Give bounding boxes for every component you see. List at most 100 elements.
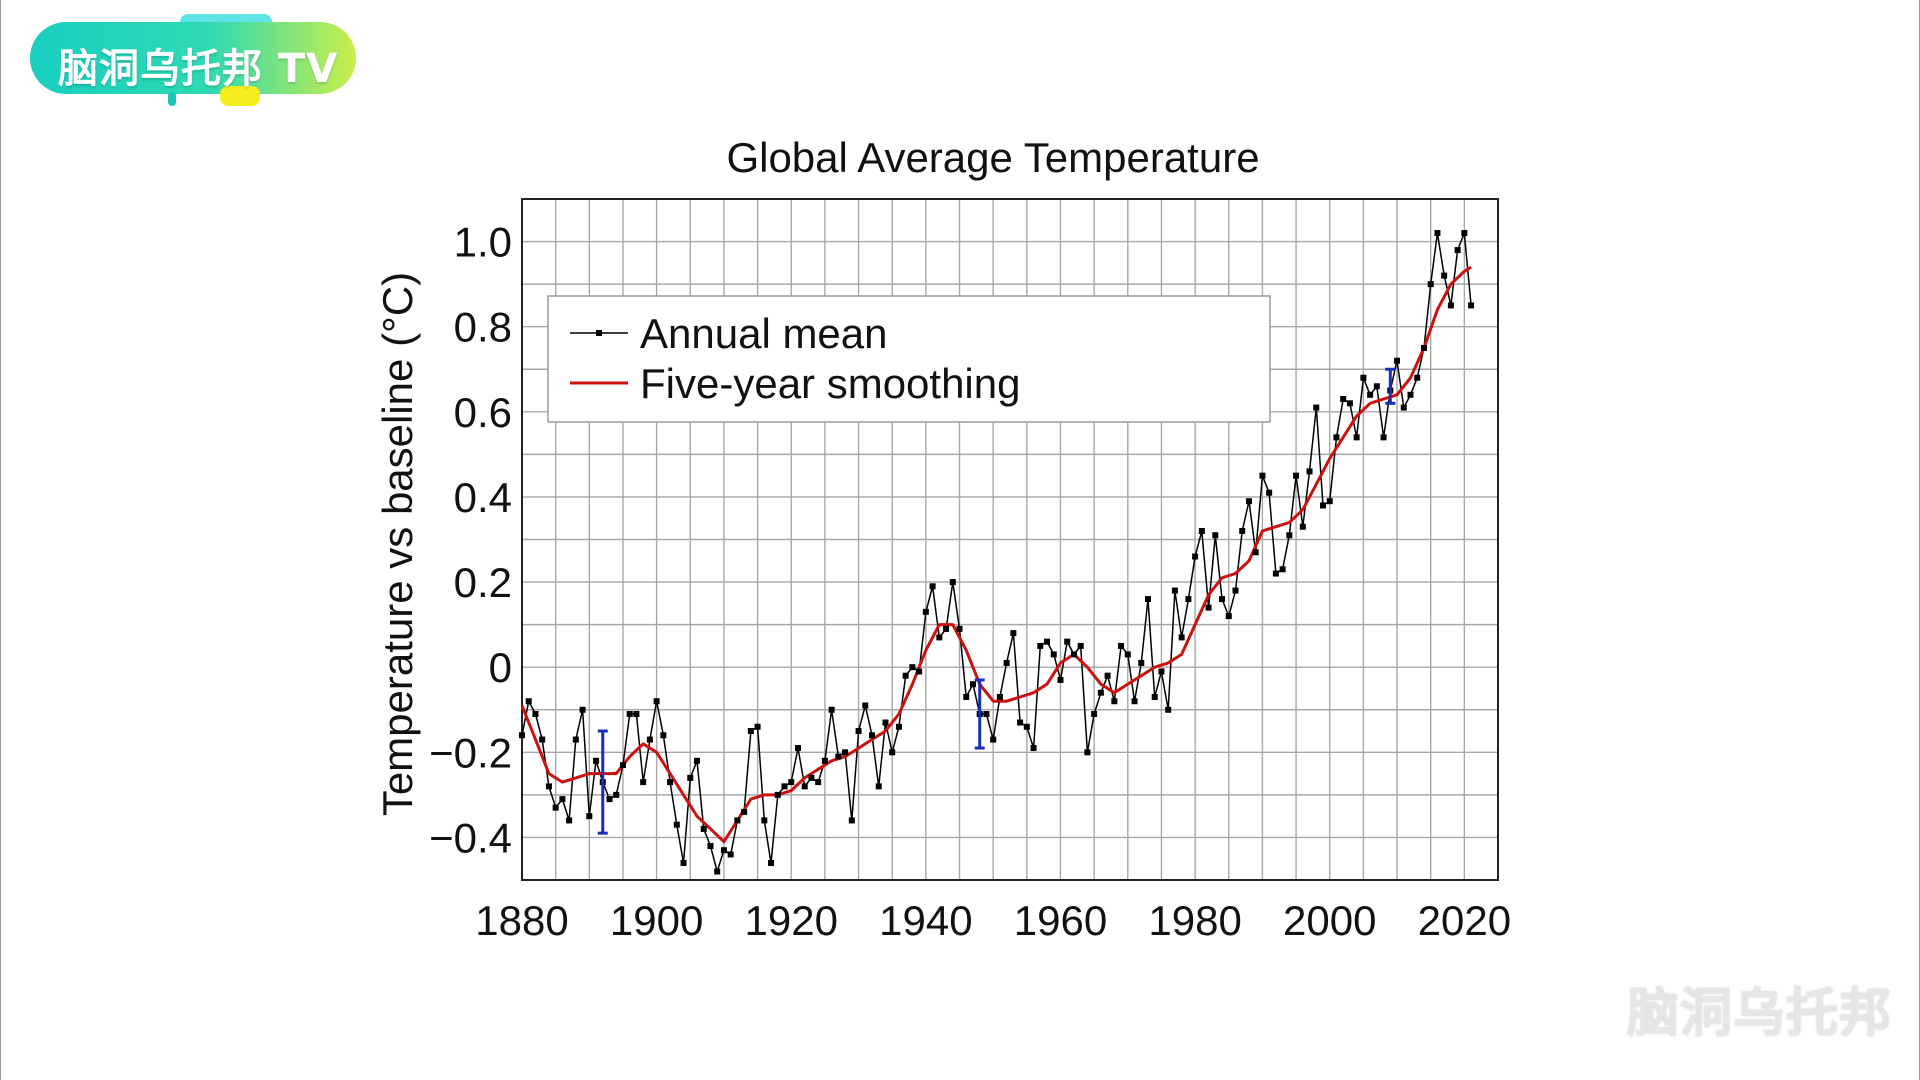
- annual-mean-point: [929, 583, 936, 590]
- x-tick-label: 1960: [1014, 897, 1107, 944]
- error-bar: [1385, 367, 1396, 405]
- annual-mean-point: [882, 719, 889, 726]
- x-tick-label: 1980: [1148, 897, 1241, 944]
- annual-mean-point: [815, 779, 822, 786]
- annual-mean-point: [835, 753, 842, 760]
- annual-mean-point: [694, 757, 701, 764]
- annual-mean-point: [707, 842, 714, 849]
- annual-mean-point: [1353, 434, 1360, 441]
- annual-mean-point: [552, 804, 559, 811]
- annual-mean-point: [808, 774, 815, 781]
- annual-mean-point: [646, 736, 653, 743]
- annual-mean-point: [1064, 638, 1071, 645]
- annual-mean-point: [660, 732, 667, 739]
- annual-mean-point: [640, 779, 647, 786]
- annual-mean-point: [1219, 596, 1226, 603]
- annual-mean-point: [1118, 642, 1125, 649]
- annual-mean-point: [1427, 281, 1434, 288]
- channel-logo: 脑洞乌托邦 TV: [30, 14, 360, 110]
- annual-mean-point: [1259, 472, 1266, 479]
- annual-mean-point: [667, 779, 674, 786]
- annual-mean-point: [922, 608, 929, 615]
- annual-mean-point: [1023, 723, 1030, 730]
- annual-mean-point: [1091, 711, 1098, 718]
- annual-mean-point: [687, 774, 694, 781]
- annual-mean-point: [1070, 651, 1077, 658]
- annual-mean-point: [1050, 651, 1057, 658]
- annual-mean-point: [747, 728, 754, 735]
- annual-mean-point: [821, 757, 828, 764]
- annual-mean-point: [1252, 549, 1259, 556]
- annual-mean-point: [1057, 676, 1064, 683]
- annual-mean-point: [895, 723, 902, 730]
- annual-mean-point: [1178, 634, 1185, 641]
- annual-mean-point: [1010, 630, 1017, 637]
- annual-mean-point: [1266, 489, 1273, 496]
- annual-mean-point: [754, 723, 761, 730]
- annual-mean-point: [1380, 434, 1387, 441]
- annual-mean-point: [781, 783, 788, 790]
- annual-mean-point: [969, 681, 976, 688]
- error-bar: [597, 729, 608, 835]
- annual-mean-point: [613, 791, 620, 798]
- annual-mean-point: [586, 813, 593, 820]
- left-border: [0, 0, 1, 1080]
- x-tick-label: 1900: [610, 897, 703, 944]
- annual-mean-point: [869, 732, 876, 739]
- annual-mean-point: [1003, 659, 1010, 666]
- annual-mean-point: [1185, 596, 1192, 603]
- annual-mean-point: [1454, 247, 1461, 254]
- annual-mean-point: [774, 791, 781, 798]
- annual-mean-point: [1165, 706, 1172, 713]
- annual-mean-point: [788, 779, 795, 786]
- x-tick-label: 1880: [475, 897, 568, 944]
- y-tick-label: 0.6: [454, 389, 512, 436]
- annual-mean-point: [1441, 272, 1448, 279]
- annual-mean-point: [539, 736, 546, 743]
- annual-mean-point: [1367, 391, 1374, 398]
- y-tick-label: 0.4: [454, 474, 512, 521]
- annual-mean-point: [734, 817, 741, 824]
- annual-mean-point: [519, 732, 525, 739]
- annual-mean-point: [1030, 745, 1037, 752]
- annual-mean-point: [572, 736, 579, 743]
- annual-mean-point: [875, 783, 882, 790]
- annual-mean-point: [566, 817, 573, 824]
- annual-mean-point: [889, 749, 896, 756]
- x-tick-label: 1940: [879, 897, 972, 944]
- annual-mean-point: [1447, 302, 1454, 309]
- annual-mean-point: [545, 783, 552, 790]
- annual-mean-point: [842, 749, 849, 756]
- annual-mean-point: [1279, 566, 1286, 573]
- annual-mean-point: [525, 698, 532, 705]
- annual-mean-point: [1373, 383, 1380, 390]
- annual-mean-point: [1326, 498, 1333, 505]
- annual-mean-point: [700, 825, 707, 832]
- annual-mean-point: [1044, 638, 1051, 645]
- y-tick-label: 0.8: [454, 304, 512, 351]
- five-year-smoothing-line: [520, 265, 1472, 844]
- annual-mean-point: [653, 698, 660, 705]
- annual-mean-point: [943, 625, 950, 632]
- annual-mean-point: [1077, 642, 1084, 649]
- annual-mean-point: [1104, 672, 1111, 679]
- chart-title: Global Average Temperature: [726, 134, 1259, 181]
- annual-mean-point: [1420, 344, 1427, 351]
- annual-mean-point: [626, 711, 633, 718]
- watermark-text: 脑洞乌托邦: [1626, 984, 1892, 1044]
- annual-mean-point: [916, 668, 923, 675]
- annual-mean-point: [801, 783, 808, 790]
- annual-mean-point: [741, 808, 748, 815]
- annual-mean-point: [1205, 604, 1212, 611]
- annual-mean-point: [1151, 693, 1158, 700]
- annual-mean-line: [521, 232, 1472, 875]
- annual-mean-point: [559, 796, 566, 803]
- legend-box: [547, 295, 1271, 423]
- y-axis: −0.4 −0.2 0 0.2 0.4 0.6 0.8 1.0: [429, 219, 512, 862]
- annual-mean-point: [1434, 230, 1441, 237]
- series-layer: [519, 230, 1475, 875]
- annual-mean-point: [1313, 404, 1320, 411]
- annual-mean-point: [855, 728, 862, 735]
- annual-mean-point: [1360, 374, 1367, 381]
